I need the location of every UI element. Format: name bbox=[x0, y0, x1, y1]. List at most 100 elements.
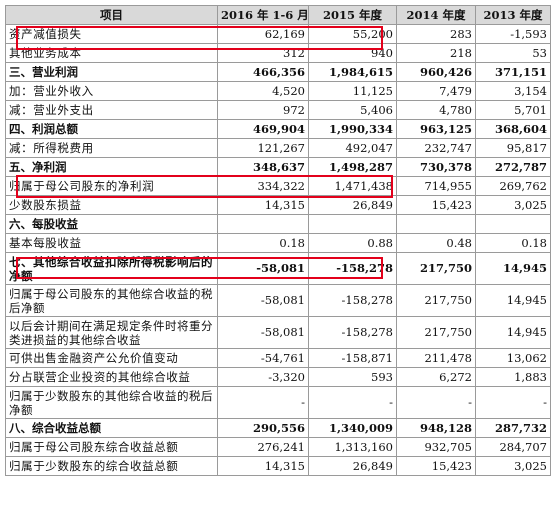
value-2013: 13,062 bbox=[475, 348, 551, 368]
value-2016h1: -3,320 bbox=[217, 367, 309, 387]
table-row: 归属于母公司股东的其他综合收益的税后净额 -58,081 -158,278 217,7… bbox=[5, 284, 551, 317]
value-2014: 217,750 bbox=[396, 316, 476, 349]
value-2013: 1,883 bbox=[475, 367, 551, 387]
value-2013: 5,701 bbox=[475, 100, 551, 120]
table-row: 归属于少数股东的综合收益总额 14,315 26,849 15,423 3,025 bbox=[5, 456, 551, 476]
table-row: 减：所得税费用 121,267 492,047 232,747 95,817 bbox=[5, 138, 551, 158]
value-2016h1: 14,315 bbox=[217, 195, 309, 215]
value-2013: 284,707 bbox=[475, 437, 551, 457]
value-2015: 11,125 bbox=[308, 81, 397, 101]
table-header: 项目 2016 年 1-6 月 2015 年度 2014 年度 2013 年度 bbox=[5, 5, 551, 25]
table-row: 归属于母公司股东综合收益总额 276,241 1,313,160 932,705 284… bbox=[5, 437, 551, 457]
value-2016h1: 469,904 bbox=[217, 119, 309, 139]
row-label: 归属于母公司股东综合收益总额 bbox=[5, 437, 218, 457]
value-2013: 272,787 bbox=[475, 157, 551, 177]
value-2016h1: -58,081 bbox=[217, 252, 309, 285]
value-2015: 26,849 bbox=[308, 195, 397, 215]
row-label: 以后会计期间在满足规定条件时将重分类进损益的其他综合收益 bbox=[5, 316, 218, 349]
value-2016h1 bbox=[217, 214, 309, 234]
value-2015: 55,200 bbox=[308, 24, 397, 44]
value-2015: 1,498,287 bbox=[308, 157, 397, 177]
row-label: 八、综合收益总额 bbox=[5, 418, 218, 438]
value-2013: 0.18 bbox=[475, 233, 551, 253]
row-label: 三、营业利润 bbox=[5, 62, 218, 82]
table-row: 其他业务成本 312 940 218 53 bbox=[5, 43, 551, 63]
row-label: 减：营业外支出 bbox=[5, 100, 218, 120]
value-2014: 6,272 bbox=[396, 367, 476, 387]
value-2013: 53 bbox=[475, 43, 551, 63]
value-2016h1: 972 bbox=[217, 100, 309, 120]
row-label: 五、净利润 bbox=[5, 157, 218, 177]
value-2014: 714,955 bbox=[396, 176, 476, 196]
table-row: 五、净利润 348,637 1,498,287 730,378 272,787 bbox=[5, 157, 551, 177]
table-row: 加：营业外收入 4,520 11,125 7,479 3,154 bbox=[5, 81, 551, 101]
row-label: 四、利润总额 bbox=[5, 119, 218, 139]
value-2016h1: -54,761 bbox=[217, 348, 309, 368]
header-row: 项目 2016 年 1-6 月 2015 年度 2014 年度 2013 年度 bbox=[5, 5, 551, 25]
row-label: 可供出售金融资产公允价值变动 bbox=[5, 348, 218, 368]
table-row: 三、营业利润 466,356 1,984,615 960,426 371,151 bbox=[5, 62, 551, 82]
value-2014: 217,750 bbox=[396, 284, 476, 317]
value-2013: - bbox=[475, 386, 551, 419]
row-label: 归属于母公司股东的净利润 bbox=[5, 176, 218, 196]
row-label: 归属于母公司股东的其他综合收益的税后净额 bbox=[5, 284, 218, 317]
value-2013 bbox=[475, 214, 551, 234]
value-2014: 15,423 bbox=[396, 456, 476, 476]
value-2015: 5,406 bbox=[308, 100, 397, 120]
value-2014: 960,426 bbox=[396, 62, 476, 82]
value-2015: 593 bbox=[308, 367, 397, 387]
income-statement-table: 项目 2016 年 1-6 月 2015 年度 2014 年度 2013 年度 … bbox=[5, 5, 551, 476]
value-2013: 3,025 bbox=[475, 456, 551, 476]
value-2013: 14,945 bbox=[475, 252, 551, 285]
value-2015: 1,313,160 bbox=[308, 437, 397, 457]
value-2016h1: 14,315 bbox=[217, 456, 309, 476]
value-2013: 14,945 bbox=[475, 284, 551, 317]
table-row: 四、利润总额 469,904 1,990,334 963,125 368,604 bbox=[5, 119, 551, 139]
value-2014: 932,705 bbox=[396, 437, 476, 457]
value-2014: 232,747 bbox=[396, 138, 476, 158]
value-2013: 269,762 bbox=[475, 176, 551, 196]
value-2014: 217,750 bbox=[396, 252, 476, 285]
value-2015: 26,849 bbox=[308, 456, 397, 476]
value-2013: 3,025 bbox=[475, 195, 551, 215]
value-2015: 1,984,615 bbox=[308, 62, 397, 82]
value-2013: 3,154 bbox=[475, 81, 551, 101]
table-row: 基本每股收益 0.18 0.88 0.48 0.18 bbox=[5, 233, 551, 253]
header-2016h1: 2016 年 1-6 月 bbox=[217, 5, 309, 25]
value-2013: 287,732 bbox=[475, 418, 551, 438]
value-2016h1: 121,267 bbox=[217, 138, 309, 158]
table-body: 资产减值损失 62,169 55,200 283 -1,593 其他业务成本 312 940 2… bbox=[5, 24, 551, 476]
row-label: 归属于少数股东的其他综合收益的税后净额 bbox=[5, 386, 218, 419]
table-row: 八、综合收益总额 290,556 1,340,009 948,128 287,732 bbox=[5, 418, 551, 438]
row-label: 分占联营企业投资的其他综合收益 bbox=[5, 367, 218, 387]
table-row: 少数股东损益 14,315 26,849 15,423 3,025 bbox=[5, 195, 551, 215]
value-2015: 1,990,334 bbox=[308, 119, 397, 139]
table-row: 分占联营企业投资的其他综合收益 -3,320 593 6,272 1,883 bbox=[5, 367, 551, 387]
value-2014: 948,128 bbox=[396, 418, 476, 438]
value-2015: -158,278 bbox=[308, 284, 397, 317]
value-2015: - bbox=[308, 386, 397, 419]
value-2013: -1,593 bbox=[475, 24, 551, 44]
table-row: 以后会计期间在满足规定条件时将重分类进损益的其他综合收益 -58,081 -158,… bbox=[5, 316, 551, 349]
value-2015: -158,278 bbox=[308, 252, 397, 285]
value-2014 bbox=[396, 214, 476, 234]
value-2014: 0.48 bbox=[396, 233, 476, 253]
value-2016h1: -58,081 bbox=[217, 316, 309, 349]
row-label: 减：所得税费用 bbox=[5, 138, 218, 158]
row-label: 基本每股收益 bbox=[5, 233, 218, 253]
table-row: 可供出售金融资产公允价值变动 -54,761 -158,871 211,478 13,0… bbox=[5, 348, 551, 368]
value-2014: 730,378 bbox=[396, 157, 476, 177]
table-row: 六、每股收益 bbox=[5, 214, 551, 234]
value-2014: 15,423 bbox=[396, 195, 476, 215]
row-label: 其他业务成本 bbox=[5, 43, 218, 63]
header-item: 项目 bbox=[5, 5, 218, 25]
value-2014: - bbox=[396, 386, 476, 419]
row-label: 加：营业外收入 bbox=[5, 81, 218, 101]
table-row: 归属于母公司股东的净利润 334,322 1,471,438 714,955 269,7… bbox=[5, 176, 551, 196]
value-2015: 492,047 bbox=[308, 138, 397, 158]
financial-table-container: 项目 2016 年 1-6 月 2015 年度 2014 年度 2013 年度 … bbox=[5, 5, 551, 476]
value-2015: 940 bbox=[308, 43, 397, 63]
value-2016h1: - bbox=[217, 386, 309, 419]
value-2015: -158,278 bbox=[308, 316, 397, 349]
table-row: 资产减值损失 62,169 55,200 283 -1,593 bbox=[5, 24, 551, 44]
